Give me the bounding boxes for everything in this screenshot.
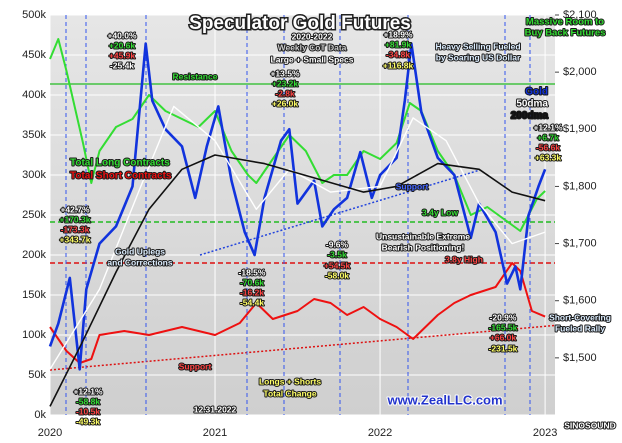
annotation: +40.0% <box>107 30 137 40</box>
annotation: -58.8k <box>76 396 100 406</box>
y2-tick-label: $1,600 <box>563 295 597 307</box>
series-line <box>49 154 546 407</box>
annotation: Buy Back Futures <box>525 28 606 39</box>
annotation: Large + Small Specs <box>271 54 354 64</box>
annotation: 12.31.2022 <box>194 404 237 414</box>
legend-entry: 200dma <box>511 111 549 122</box>
annotation: SINOSOUND <box>564 420 615 430</box>
annotation: -56.6k <box>536 142 560 152</box>
annotation: Massive Room to <box>526 17 604 28</box>
y-tick-label: 450k <box>22 49 46 61</box>
y2-tick-label: $1,900 <box>563 123 597 135</box>
annotation: -231.5k <box>489 343 518 353</box>
annotation: 3.4y Low <box>422 207 458 217</box>
y-tick-label: 0k <box>34 409 46 421</box>
annotation: Gold Uplegs <box>115 246 165 256</box>
annotation: +343.7k <box>60 234 91 244</box>
legend-entry: Total Long Contracts <box>70 158 170 169</box>
annotation: +66.0k <box>490 332 517 342</box>
annotation: +26.0k <box>272 98 299 108</box>
annotation: +170.3k <box>60 214 91 224</box>
annotation: Resistance <box>173 71 218 81</box>
annotation: -54.4k <box>240 297 264 307</box>
legend-entry: Gold <box>525 87 548 98</box>
annotation: -173.3k <box>61 224 90 234</box>
annotation: -2.8k <box>275 88 295 98</box>
x-tick-label: 2020 <box>38 427 62 439</box>
annotation: 3.8y High <box>445 254 483 264</box>
annotation: +23.2k <box>272 78 299 88</box>
annotation: 2020-2022 <box>292 31 333 41</box>
chart-title: Speculator Gold Futures <box>189 13 411 34</box>
annotation: -70.6k <box>240 277 264 287</box>
annotation: -49.3k <box>76 416 100 426</box>
annotation: +63.3k <box>535 152 562 162</box>
y2-tick-label: $2,100 <box>563 9 597 21</box>
y-tick-label: 400k <box>22 89 46 101</box>
annotation: +13.5% <box>270 68 300 78</box>
x-tick-label: 2023 <box>533 427 557 439</box>
annotation: Weekly CoT Data <box>278 42 347 52</box>
series-line <box>49 262 546 364</box>
y-tick-label: 500k <box>22 9 46 21</box>
annotation: +45.9k <box>109 50 136 60</box>
annotation: Bearish Positioning! <box>382 242 465 252</box>
annotation: +18.9% <box>383 29 413 39</box>
grid <box>49 14 559 416</box>
annotation: and Corrections <box>107 257 172 267</box>
annotation: +54.5k <box>324 260 351 270</box>
y2-tick-label: $1,500 <box>563 352 597 364</box>
legend-entry: 50dma <box>516 99 548 110</box>
annotation: +42.7% <box>60 204 90 214</box>
y-tick-label: 300k <box>22 169 46 181</box>
annotation: Support <box>179 361 212 371</box>
annotation: +116.8k <box>383 60 414 70</box>
annotation: +20.6k <box>109 40 136 50</box>
annotation: -3.5k <box>327 249 347 259</box>
annotation: Support <box>396 181 429 191</box>
y-tick-label: 250k <box>22 209 46 221</box>
annotation: Longs + Shorts <box>259 376 321 386</box>
y-tick-label: 200k <box>22 249 46 261</box>
annotation: -34.8k <box>386 49 410 59</box>
annotation: by Soaring US Dollar <box>436 52 521 62</box>
y-tick-label: 50k <box>28 369 46 381</box>
y-tick-label: 100k <box>22 329 46 341</box>
annotation: -18.5% <box>239 267 266 277</box>
annotation: Short-Covering <box>549 312 611 322</box>
annotation: -9.6% <box>326 239 349 249</box>
legend-entry: Total Short Contracts <box>70 171 172 182</box>
labels: Speculator Gold Futures 0k 50k 100k 150k 200… <box>22 9 617 439</box>
x-tick-label: 2021 <box>203 427 227 439</box>
annotation: -165.5k <box>489 322 518 332</box>
annotation: www.ZealLLC.com <box>386 392 502 407</box>
annotation: -20.9% <box>490 312 517 322</box>
annotation: Total Change <box>263 388 316 398</box>
lines <box>48 38 547 407</box>
y2-tick-label: $1,800 <box>563 180 597 192</box>
annotation: +12.1% <box>533 122 563 132</box>
annotation: -16.2k <box>240 287 264 297</box>
annotation: +12.1% <box>73 386 103 396</box>
annotation: -25.4k <box>110 60 134 70</box>
y2-tick-label: $1,700 <box>563 237 597 249</box>
annotation: -58.0k <box>325 270 349 280</box>
y2-tick-label: $2,000 <box>563 66 597 78</box>
annotation: +81.9k <box>385 39 412 49</box>
x-tick-label: 2022 <box>368 427 392 439</box>
annotation: -10.5k <box>76 406 100 416</box>
series-line <box>48 42 547 371</box>
annotation: Fueled Rally <box>555 323 605 333</box>
y-tick-label: 350k <box>22 129 46 141</box>
y-tick-label: 150k <box>22 289 46 301</box>
support-line <box>49 324 561 371</box>
annotation: +6.7k <box>537 132 559 142</box>
annotation: Heavy Selling Fueled <box>435 41 520 51</box>
series-line <box>49 105 546 370</box>
annotation: Unsustainable Extreme <box>376 231 470 241</box>
